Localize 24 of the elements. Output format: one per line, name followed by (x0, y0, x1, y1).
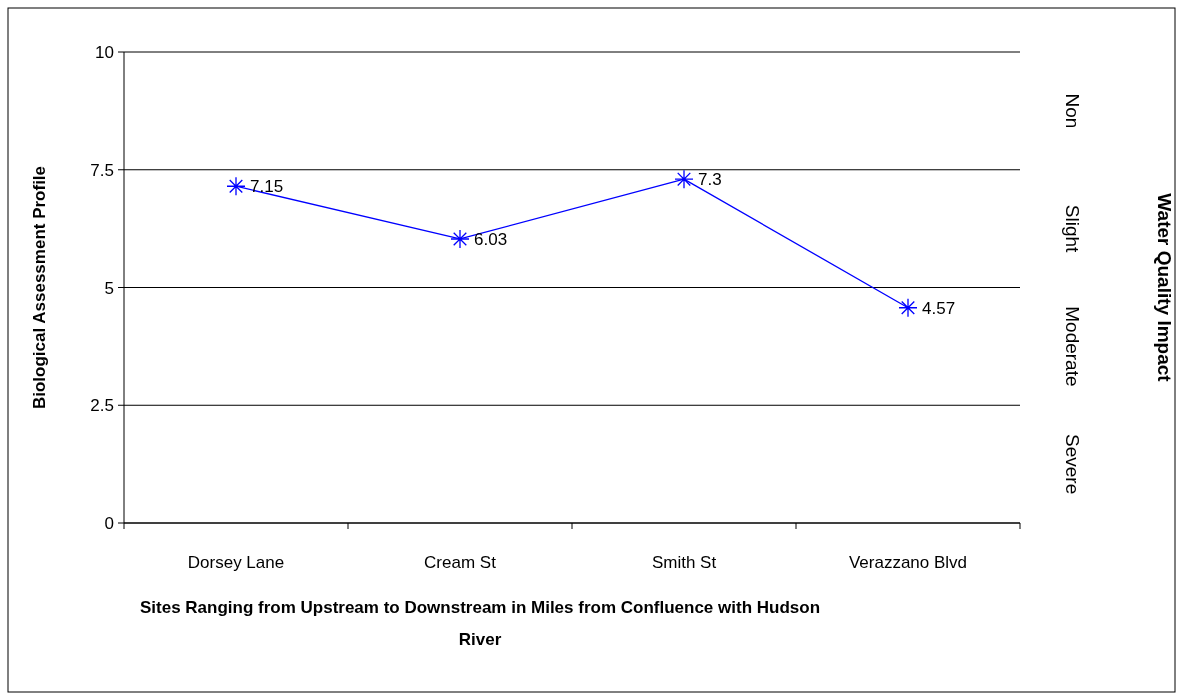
x-tick-label: Dorsey Lane (187, 553, 285, 572)
text: Moderate (1062, 306, 1083, 387)
point (226, 176, 246, 196)
data-label: 7.3 (698, 170, 722, 190)
data-label: 6.03 (474, 229, 508, 249)
text: Slight (1062, 204, 1083, 254)
point (898, 298, 918, 318)
text: Severe (1062, 434, 1083, 495)
y-tick-label: 2.5 (90, 396, 114, 416)
y-axis-title: Biological Assessment Profile (30, 165, 49, 410)
y-tick-label: 7.5 (90, 160, 114, 180)
x-tick-label: Smith St (651, 553, 717, 572)
x-tick-label: Cream St (424, 553, 497, 572)
y-tick-label: 0 (104, 514, 114, 533)
text: Water Quality Impact (1154, 193, 1175, 383)
data-label: 4.57 (922, 298, 956, 318)
data-label: 7.15 (250, 177, 284, 197)
text: Non (1062, 93, 1083, 129)
point (674, 169, 694, 189)
point (450, 229, 470, 249)
y-tick-label: 5 (104, 278, 114, 298)
y-tick-label: 10 (95, 43, 114, 62)
x-axis-title: Sites Ranging from Upstream to Downstream in Miles from Confluence with Hudson River (138, 597, 822, 651)
x-tick-label: Verazzano Blvd (848, 553, 968, 572)
